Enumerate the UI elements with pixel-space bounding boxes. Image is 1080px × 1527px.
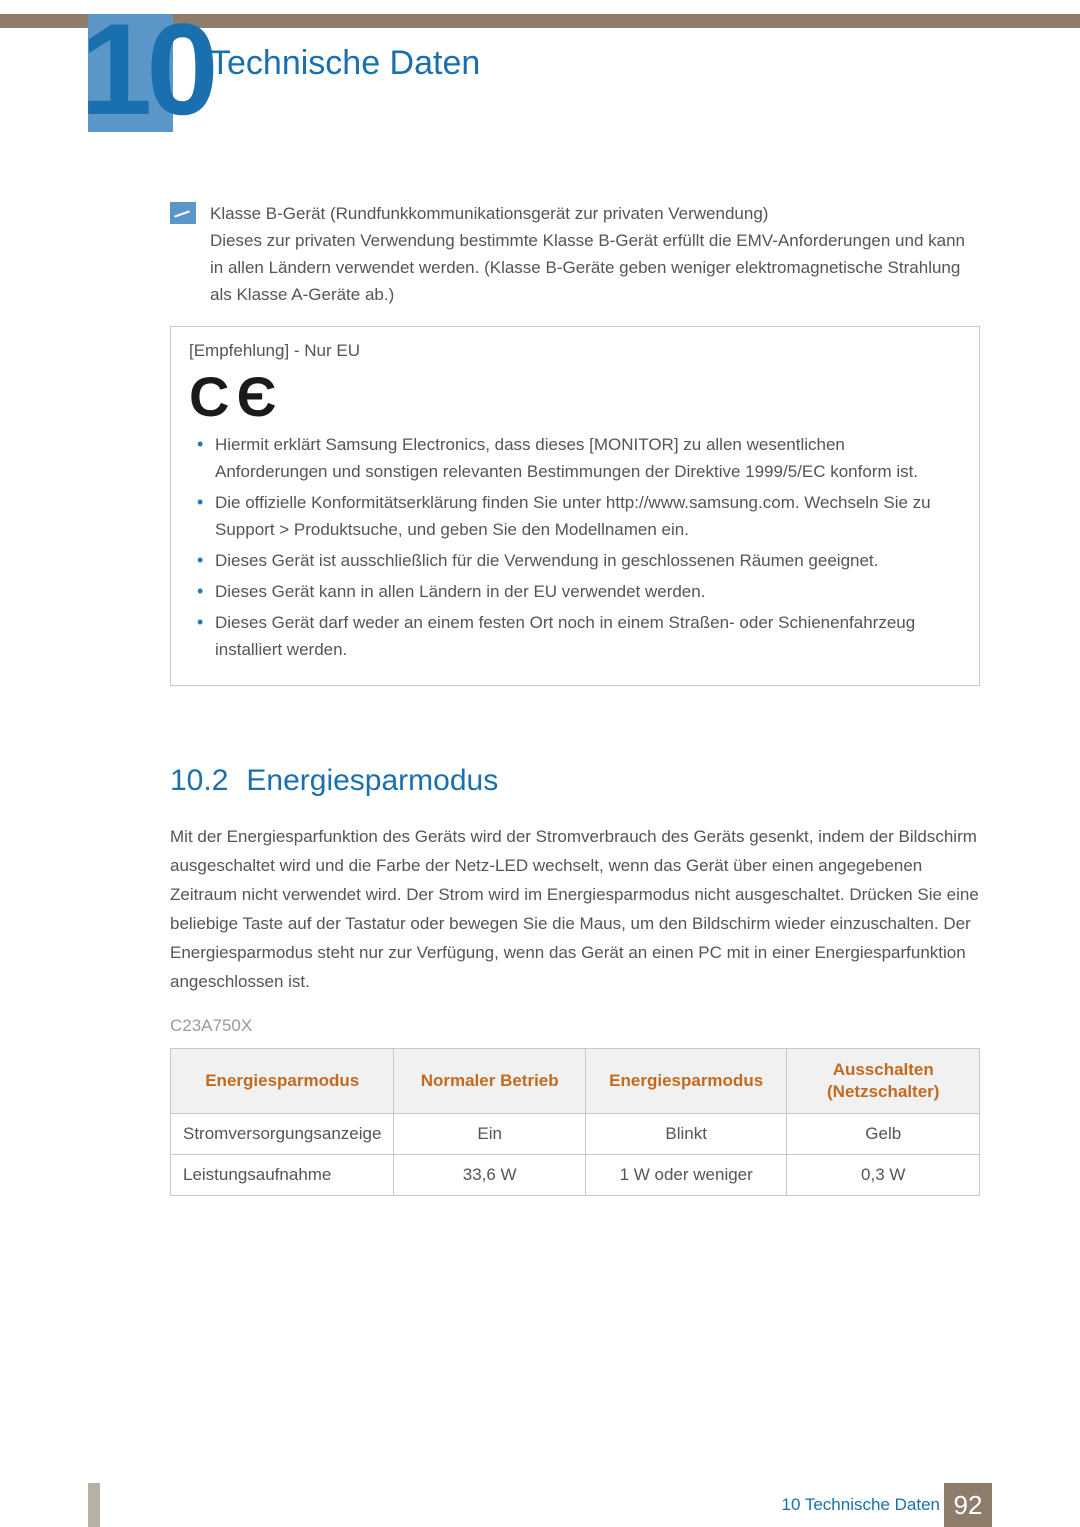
- table-header-row: Energiesparmodus Normaler Betrieb Energi…: [171, 1049, 980, 1114]
- note-icon: [170, 202, 196, 224]
- eu-list-item: Dieses Gerät kann in allen Ländern in de…: [189, 578, 961, 605]
- table-cell: Gelb: [787, 1114, 980, 1155]
- section-number: 10.2: [170, 764, 228, 797]
- chapter-title: Technische Daten: [210, 44, 480, 83]
- table-row-label: Leistungsaufnahme: [171, 1155, 394, 1196]
- model-label: C23A750X: [170, 1016, 980, 1036]
- power-mode-table: Energiesparmodus Normaler Betrieb Energi…: [170, 1048, 980, 1196]
- table-row-label: Stromversorgungsanzeige: [171, 1114, 394, 1155]
- ce-mark-icon: C Є: [189, 369, 961, 425]
- table-cell: Blinkt: [585, 1114, 787, 1155]
- table-header: Energiesparmodus: [171, 1049, 394, 1114]
- eu-list-item: Die offizielle Konformitätserklärung fin…: [189, 489, 961, 543]
- table-header: Energiesparmodus: [585, 1049, 787, 1114]
- page-footer: 10 Technische Daten 92: [0, 1483, 1080, 1527]
- table-cell: 33,6 W: [394, 1155, 585, 1196]
- table-header: Normaler Betrieb: [394, 1049, 585, 1114]
- section-heading: 10.2 Energiesparmodus: [170, 764, 980, 798]
- class-b-note: Klasse B-Gerät (Rundfunkkommunikationsge…: [170, 200, 980, 308]
- table-row: Leistungsaufnahme 33,6 W 1 W oder wenige…: [171, 1155, 980, 1196]
- section-title: Energiesparmodus: [246, 764, 498, 797]
- footer-page-number: 92: [944, 1483, 992, 1527]
- table-cell: Ein: [394, 1114, 585, 1155]
- eu-list-item: Dieses Gerät ist ausschließlich für die …: [189, 547, 961, 574]
- footer-accent-bar: [88, 1483, 100, 1527]
- eu-recommendation-box: [Empfehlung] - Nur EU C Є Hiermit erklär…: [170, 326, 980, 686]
- eu-bullet-list: Hiermit erklärt Samsung Electronics, das…: [189, 431, 961, 663]
- chapter-number: 10: [80, 0, 213, 144]
- table-header: Ausschalten (Netzschalter): [787, 1049, 980, 1114]
- note-line-2: Dieses zur privaten Verwendung bestimmte…: [210, 227, 980, 308]
- note-text: Klasse B-Gerät (Rundfunkkommunikationsge…: [210, 200, 980, 308]
- eu-list-item: Dieses Gerät darf weder an einem festen …: [189, 609, 961, 663]
- section-paragraph: Mit der Energiesparfunktion des Geräts w…: [170, 822, 980, 996]
- page-content: Klasse B-Gerät (Rundfunkkommunikationsge…: [170, 200, 980, 1196]
- table-cell: 1 W oder weniger: [585, 1155, 787, 1196]
- eu-box-title: [Empfehlung] - Nur EU: [189, 341, 961, 361]
- table-cell: 0,3 W: [787, 1155, 980, 1196]
- eu-list-item: Hiermit erklärt Samsung Electronics, das…: [189, 431, 961, 485]
- footer-chapter-label: 10 Technische Daten: [782, 1495, 940, 1515]
- note-line-1: Klasse B-Gerät (Rundfunkkommunikationsge…: [210, 200, 980, 227]
- table-row: Stromversorgungsanzeige Ein Blinkt Gelb: [171, 1114, 980, 1155]
